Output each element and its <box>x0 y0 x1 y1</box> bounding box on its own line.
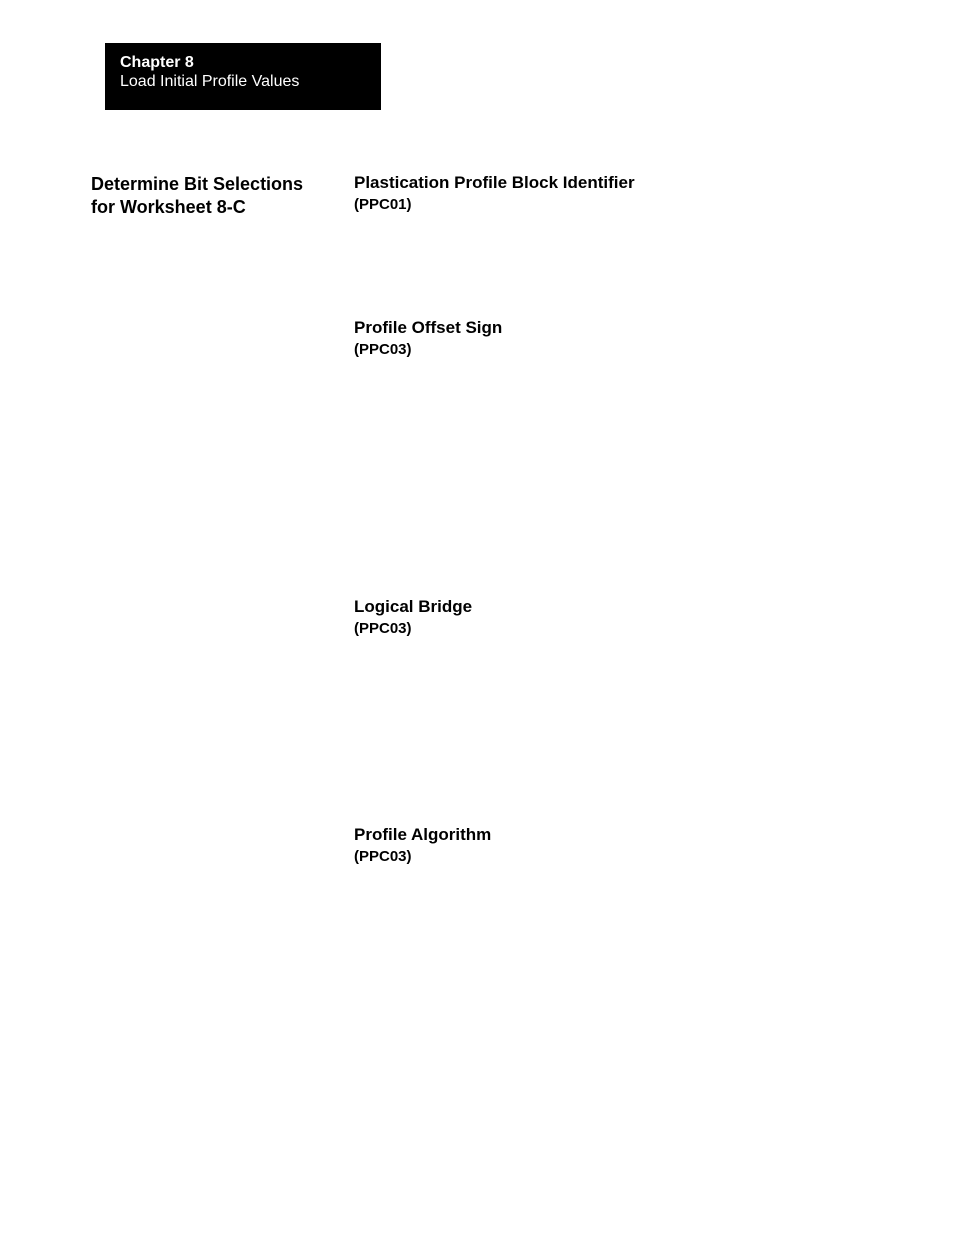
section-title: Profile Algorithm <box>354 825 491 845</box>
left-heading-line2: for Worksheet 8-C <box>91 196 321 219</box>
chapter-number: Chapter 8 <box>120 53 366 72</box>
section-profile-offset: Profile Offset Sign (PPC03) <box>354 318 502 360</box>
section-code: (PPC01) <box>354 195 635 215</box>
section-title: Logical Bridge <box>354 597 472 617</box>
section-code: (PPC03) <box>354 340 502 360</box>
section-title: Plastication Profile Block Identifier <box>354 173 635 193</box>
section-code: (PPC03) <box>354 619 472 639</box>
section-profile-algorithm: Profile Algorithm (PPC03) <box>354 825 491 867</box>
section-code: (PPC03) <box>354 847 491 867</box>
left-heading-line1: Determine Bit Selections <box>91 173 321 196</box>
chapter-subtitle: Load Initial Profile Values <box>120 72 366 91</box>
section-title: Profile Offset Sign <box>354 318 502 338</box>
section-logical-bridge: Logical Bridge (PPC03) <box>354 597 472 639</box>
section-plastication: Plastication Profile Block Identifier (P… <box>354 173 635 215</box>
chapter-header-box: Chapter 8 Load Initial Profile Values <box>105 43 381 110</box>
left-heading: Determine Bit Selections for Worksheet 8… <box>91 173 321 220</box>
